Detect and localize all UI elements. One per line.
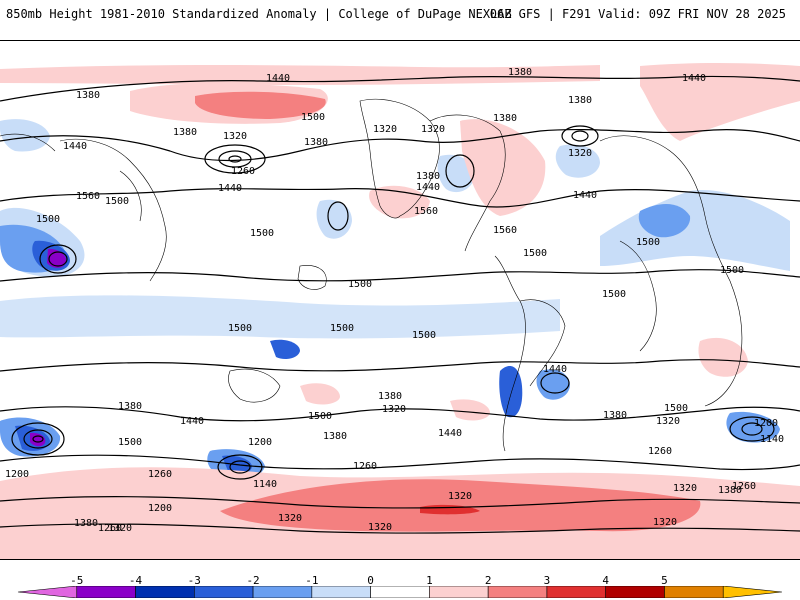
contour-label: 1500 [523, 248, 547, 259]
colorbar-tick-label: 5 [661, 574, 668, 587]
contour-label: 1440 [573, 190, 597, 201]
contour-label: 1380 [603, 410, 627, 421]
contour-label: 1260 [98, 523, 122, 534]
contour-label: 1380 [718, 485, 742, 496]
colorbar-tick-label: 0 [367, 574, 374, 587]
contour-label: 1380 [304, 137, 328, 148]
colorbar-tick-label: 1 [426, 574, 433, 587]
contour-label: 1380 [74, 518, 98, 529]
contour-label: 1380 [378, 391, 402, 402]
contour-label: 1380 [416, 171, 440, 182]
colorbar-tick-label: -3 [187, 574, 201, 587]
contour-label: 1560 [414, 206, 438, 217]
contour-label: 1500 [308, 411, 332, 422]
positive-anomaly-shading [0, 62, 800, 559]
contour-label: 1380 [323, 431, 347, 442]
colorbar-tick-label: 3 [543, 574, 551, 587]
colorbar-segment [17, 586, 78, 598]
colorbar-tick-label: -4 [128, 574, 143, 587]
contour-label: 1260 [732, 481, 756, 492]
contour-label: 1500 [118, 437, 142, 448]
contour-label: 1260 [231, 166, 255, 177]
contour-label: 1320 [656, 416, 680, 427]
contour-label: 1380 [568, 95, 592, 106]
map-title: 850mb Height 1981-2010 Standardized Anom… [6, 7, 512, 21]
contour-label: 1440 [416, 182, 440, 193]
contour-label: 1440 [438, 428, 462, 439]
colorbar-tick-label: 2 [484, 574, 492, 587]
contour-label: 1440 [266, 73, 290, 84]
contour-label: 1200 [5, 469, 29, 480]
coastlines [0, 98, 743, 452]
contour-label: 1500 [636, 237, 660, 248]
contour-label: 1260 [648, 446, 672, 457]
contour-label: 1320 [673, 483, 697, 494]
colorbar-segment [135, 586, 195, 598]
colorbar-segment [370, 586, 430, 598]
colorbar-segment [546, 586, 606, 598]
contour-label: 1320 [653, 517, 677, 528]
contour-label: 1260 [148, 469, 172, 480]
contour-label: 1440 [543, 364, 567, 375]
contour-label: 1320 [223, 131, 247, 142]
colorbar-tick-label: -2 [246, 574, 260, 587]
contour-label: 1380 [118, 401, 142, 412]
colorbar-segment [722, 586, 783, 598]
contour-label: 1500 [348, 279, 372, 290]
colorbar-segment [311, 586, 371, 598]
colorbar-segment [605, 586, 665, 598]
colorbar-segment [487, 586, 548, 598]
contour-label: 1140 [760, 434, 784, 445]
contour-label: 1500 [720, 265, 744, 276]
contour-label: 1320 [108, 523, 132, 534]
contour-label: 1320 [368, 522, 392, 533]
contour-label: 1380 [173, 127, 197, 138]
colorbar-segment [76, 586, 136, 598]
contour-label: 1440 [180, 416, 204, 427]
contour-label: 1500 [105, 196, 129, 207]
model-run-info: 06Z GFS | F291 Valid: 09Z FRI NOV 28 202… [489, 7, 786, 21]
contour-label: 1320 [278, 513, 302, 524]
contour-label: 1440 [63, 141, 87, 152]
contour-label: 1380 [493, 113, 517, 124]
colorbar-tick-label: 4 [602, 574, 609, 587]
height-contours [0, 75, 800, 534]
anomaly-colorbar: -5 -4 -3 -2 -1 0 1 2 3 4 5 [0, 574, 800, 600]
map-canvas: 1380144013801440138015001320138013201320… [0, 62, 800, 559]
contour-label: 1320 [421, 124, 445, 135]
contour-label: 1320 [373, 124, 397, 135]
contour-label: 1500 [250, 228, 274, 239]
contour-label: 1200 [754, 418, 778, 429]
contour-label: 1440 [682, 73, 706, 84]
anomaly-map[interactable]: 1380 1440 1380 1440 1380 1500 1320 1380 1320 1320… [0, 40, 800, 560]
colorbar-segment [252, 586, 313, 598]
contour-label: 1380 [76, 90, 100, 101]
contour-label: 1560 [493, 225, 517, 236]
contour-label: 1560 [76, 191, 100, 202]
colorbar-tick-label: -5 [70, 574, 84, 587]
header: 850mb Height 1981-2010 Standardized Anom… [0, 0, 800, 30]
colorbar-segment [194, 586, 254, 598]
contour-label: 1380 [508, 67, 532, 78]
colorbar-segment [429, 586, 489, 598]
contour-label: 1140 [253, 479, 277, 490]
contour-label: 1320 [448, 491, 472, 502]
contour-label: 1500 [301, 112, 325, 123]
contour-label: 1500 [330, 323, 354, 334]
contour-label: 1200 [248, 437, 272, 448]
contour-label: 1500 [412, 330, 436, 341]
colorbar-tick-label: -1 [305, 574, 319, 587]
contour-label: 1500 [602, 289, 626, 300]
contour-labels: 1380144013801440138015001320138013201320… [5, 67, 784, 534]
contour-label: 1320 [382, 404, 406, 415]
contour-label: 1500 [228, 323, 252, 334]
contour-label: 1440 [218, 183, 242, 194]
colorbar-segment [664, 586, 724, 598]
contour-label: 1500 [36, 214, 60, 225]
contour-label: 1500 [664, 403, 688, 414]
colorbar-strip [17, 586, 783, 598]
contour-label: 1320 [568, 148, 592, 159]
contour-label: 1260 [353, 461, 377, 472]
contour-label: 1200 [148, 503, 172, 514]
